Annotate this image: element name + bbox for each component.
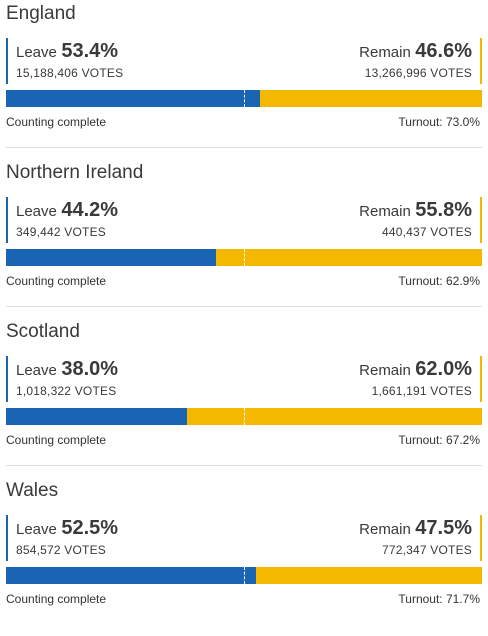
turnout: Turnout: 67.2% <box>398 433 480 447</box>
leave-bar-fill <box>6 90 261 107</box>
remain-label: Remain <box>359 203 411 220</box>
leave-label: Leave <box>16 44 57 61</box>
leave-bar-fill <box>6 567 256 584</box>
counting-status: Counting complete <box>6 274 107 288</box>
region-northern-ireland: Northern Ireland Leave 44.2% 349,442 VOT… <box>0 159 488 318</box>
remain-votes: 13,266,996 VOTES <box>364 66 472 80</box>
leave-result: Leave 38.0% 1,018,322 VOTES <box>6 356 118 402</box>
remain-percent: 62.0% <box>415 358 472 380</box>
leave-label: Leave <box>16 362 57 379</box>
region-england: England Leave 53.4% 15,188,406 VOTES Rem… <box>0 0 488 159</box>
leave-result: Leave 52.5% 854,572 VOTES <box>6 515 118 561</box>
remain-label: Remain <box>359 362 411 379</box>
region-scotland: Scotland Leave 38.0% 1,018,322 VOTES Rem… <box>0 318 488 477</box>
leave-percent: 38.0% <box>61 358 119 380</box>
majority-midline <box>244 249 245 266</box>
leave-label: Leave <box>16 521 57 538</box>
counting-status: Counting complete <box>6 592 107 606</box>
divider <box>6 465 482 466</box>
region-wales: Wales Leave 52.5% 854,572 VOTES Remain 4… <box>0 477 488 636</box>
region-title: Wales <box>6 480 59 501</box>
remain-votes: 1,661,191 VOTES <box>371 384 472 398</box>
turnout: Turnout: 62.9% <box>398 274 480 288</box>
result-bar <box>6 249 482 266</box>
leave-percent: 44.2% <box>61 199 119 221</box>
counting-status: Counting complete <box>6 115 107 129</box>
leave-bar-fill <box>6 408 187 425</box>
region-title: Northern Ireland <box>6 162 144 183</box>
remain-votes: 440,437 VOTES <box>382 225 472 239</box>
counting-status: Counting complete <box>6 433 107 447</box>
divider <box>6 147 482 148</box>
leave-votes: 15,188,406 VOTES <box>16 66 124 80</box>
leave-votes: 1,018,322 VOTES <box>16 384 117 398</box>
divider <box>6 306 482 307</box>
result-bar <box>6 408 482 425</box>
remain-percent: 47.5% <box>415 517 472 539</box>
remain-percent: 46.6% <box>415 40 472 62</box>
majority-midline <box>244 408 245 425</box>
remain-percent: 55.8% <box>415 199 472 221</box>
leave-bar-fill <box>6 249 217 266</box>
remain-result: Remain 62.0% 1,661,191 VOTES <box>359 356 482 402</box>
result-bar <box>6 90 482 107</box>
majority-midline <box>244 90 245 107</box>
turnout: Turnout: 71.7% <box>398 592 480 606</box>
majority-midline <box>244 567 245 584</box>
leave-label: Leave <box>16 203 57 220</box>
leave-votes: 349,442 VOTES <box>16 225 106 239</box>
leave-votes: 854,572 VOTES <box>16 543 106 557</box>
remain-result: Remain 46.6% 13,266,996 VOTES <box>359 38 482 84</box>
remain-votes: 772,347 VOTES <box>382 543 472 557</box>
region-title: Scotland <box>6 321 80 342</box>
remain-label: Remain <box>359 44 411 61</box>
leave-result: Leave 53.4% 15,188,406 VOTES <box>6 38 123 84</box>
leave-result: Leave 44.2% 349,442 VOTES <box>6 197 118 243</box>
remain-result: Remain 55.8% 440,437 VOTES <box>359 197 482 243</box>
turnout: Turnout: 73.0% <box>398 115 480 129</box>
result-bar <box>6 567 482 584</box>
leave-percent: 52.5% <box>61 517 119 539</box>
leave-percent: 53.4% <box>61 40 119 62</box>
remain-result: Remain 47.5% 772,347 VOTES <box>359 515 482 561</box>
remain-label: Remain <box>359 521 411 538</box>
region-title: England <box>6 3 76 24</box>
